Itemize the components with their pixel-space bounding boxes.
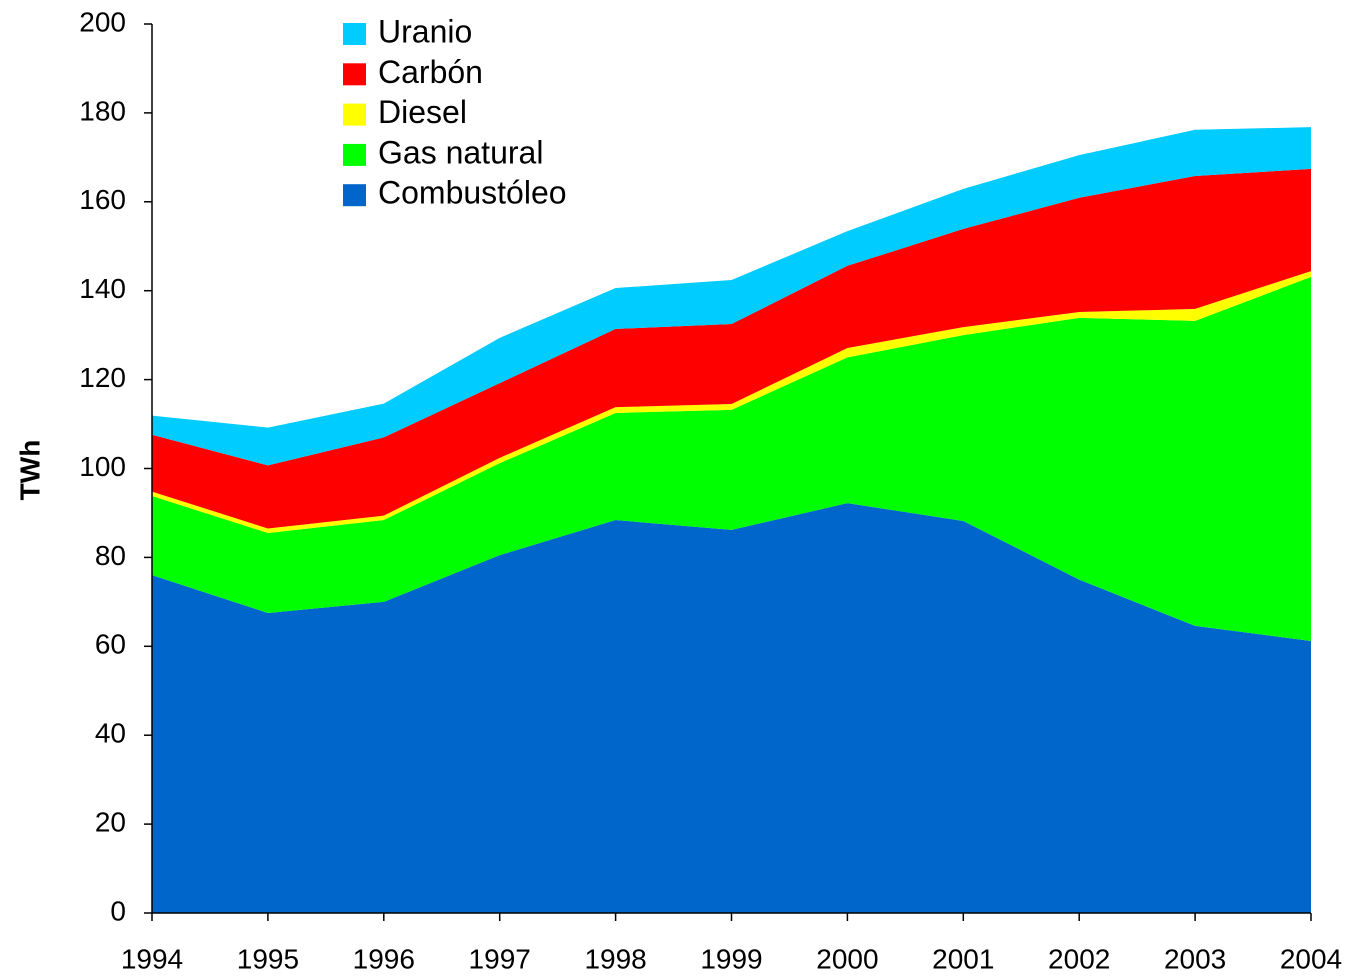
- y-tick-label: 180: [79, 95, 126, 126]
- y-tick-label: 140: [79, 273, 126, 304]
- y-tick-label: 60: [95, 629, 126, 660]
- x-tick-label: 1999: [700, 943, 762, 974]
- legend-label: Diesel: [378, 94, 467, 130]
- area: [152, 503, 1311, 913]
- y-tick-label: 80: [95, 540, 126, 571]
- y-axis-label: TWh: [14, 440, 45, 501]
- legend-swatch: [343, 103, 366, 126]
- x-tick-label: 2002: [1048, 943, 1110, 974]
- y-tick-label: 20: [95, 806, 126, 837]
- y-tick-label: 200: [79, 6, 126, 37]
- x-tick-label: 1997: [469, 943, 531, 974]
- area: [152, 168, 1311, 529]
- legend-swatch: [343, 23, 366, 45]
- legend-label: Uranio: [378, 13, 472, 49]
- area: [152, 127, 1311, 466]
- y-tick-label: 0: [110, 895, 126, 926]
- legend-label: Gas natural: [378, 134, 543, 170]
- x-tick-label: 2000: [816, 943, 878, 974]
- legend-label: Carbón: [378, 54, 483, 90]
- legend-swatch: [343, 63, 366, 86]
- area: [152, 276, 1311, 641]
- x-tick-label: 2003: [1164, 943, 1226, 974]
- y-tick-label: 40: [95, 718, 126, 749]
- x-tick-label: 1998: [584, 943, 646, 974]
- x-tick-label: 2001: [932, 943, 994, 974]
- legend-label: Combustóleo: [378, 175, 567, 211]
- x-tick-label: 1994: [121, 943, 183, 974]
- x-tick-label: 1996: [353, 943, 415, 974]
- legend-swatch: [343, 143, 366, 166]
- x-tick-label: 1995: [237, 943, 299, 974]
- x-tick-label: 2004: [1280, 943, 1342, 974]
- y-tick-label: 120: [79, 362, 126, 393]
- y-tick-label: 100: [79, 451, 126, 482]
- legend-swatch: [343, 184, 366, 207]
- y-tick-label: 160: [79, 184, 126, 215]
